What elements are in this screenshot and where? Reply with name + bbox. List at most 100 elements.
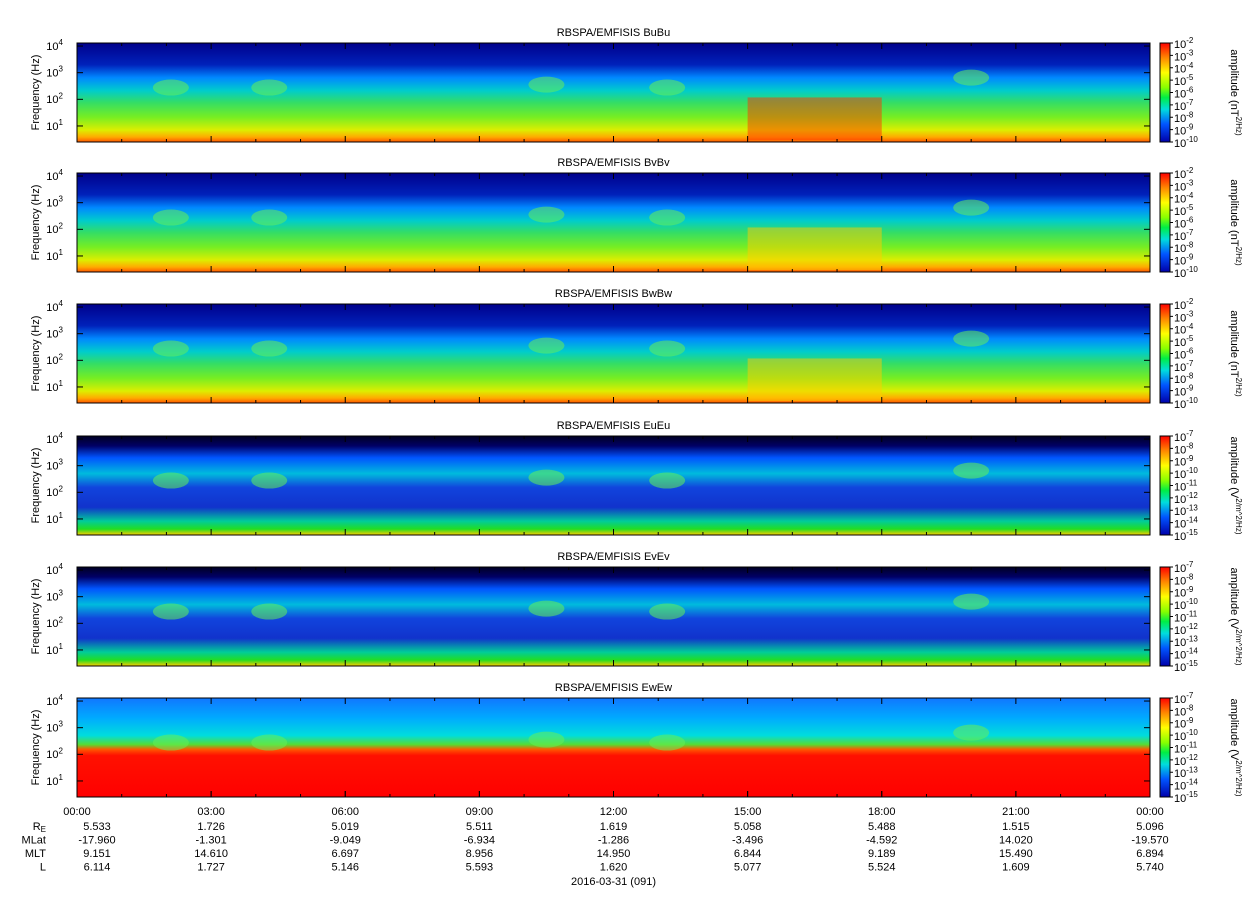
ephemeris-label: RE bbox=[33, 821, 46, 834]
ephemeris-value: 5.019 bbox=[331, 821, 359, 833]
ephemeris-value: 14.950 bbox=[597, 848, 631, 860]
y-tick-label: 103 bbox=[46, 589, 63, 604]
ephemeris-value: 14.610 bbox=[194, 848, 228, 860]
x-tick-label: 18:00 bbox=[868, 806, 896, 818]
y-tick-label: 103 bbox=[46, 326, 63, 341]
emission-feature bbox=[251, 79, 288, 96]
colorbar bbox=[1159, 303, 1171, 404]
panel-title: RBSPA/EMFISIS EuEu bbox=[557, 420, 671, 432]
y-tick-label: 102 bbox=[46, 221, 63, 236]
emission-feature bbox=[528, 76, 565, 93]
y-axis-label: Frequency (Hz) bbox=[30, 185, 42, 261]
emission-feature bbox=[251, 209, 288, 226]
x-tick-label: 06:00 bbox=[331, 806, 359, 818]
y-tick-label: 104 bbox=[46, 431, 63, 446]
spectrogram bbox=[77, 173, 1150, 272]
ephemeris-value: -19.570 bbox=[1131, 834, 1168, 846]
panel-title: RBSPA/EMFISIS EwEw bbox=[555, 682, 672, 694]
panel-title: RBSPA/EMFISIS EvEv bbox=[557, 551, 670, 563]
emission-feature bbox=[251, 603, 288, 620]
colorbar-label: amplitude (V2/m^2/Hz) bbox=[1228, 699, 1243, 797]
ephemeris-value: 1.727 bbox=[197, 861, 225, 873]
emission-feature bbox=[152, 734, 189, 751]
panel-title: RBSPA/EMFISIS BvBv bbox=[557, 157, 670, 169]
panel-title: RBSPA/EMFISIS BuBu bbox=[557, 27, 671, 39]
emission-feature bbox=[953, 462, 990, 479]
emission-feature bbox=[528, 337, 565, 354]
ephemeris-label: L bbox=[40, 861, 46, 873]
ephemeris-value: 5.488 bbox=[868, 821, 896, 833]
emission-feature bbox=[152, 472, 189, 489]
y-tick-label: 101 bbox=[46, 511, 63, 526]
ephemeris-value: 5.524 bbox=[868, 861, 896, 873]
x-tick-label: 09:00 bbox=[466, 806, 494, 818]
x-tick-label: 00:00 bbox=[1136, 806, 1164, 818]
ephemeris-value: 5.146 bbox=[331, 861, 359, 873]
ephemeris-value: 6.114 bbox=[84, 861, 111, 873]
colorbar-label: amplitude (V2/m^2/Hz) bbox=[1228, 437, 1243, 535]
spectrogram bbox=[77, 567, 1150, 666]
y-tick-label: 101 bbox=[46, 642, 63, 657]
colorbar-label: amplitude (nT2/Hz) bbox=[1228, 49, 1243, 136]
ephemeris-value: 1.620 bbox=[600, 861, 628, 873]
y-axis-label: Frequency (Hz) bbox=[30, 710, 42, 786]
colorbar bbox=[1159, 435, 1171, 536]
emission-feature bbox=[152, 209, 189, 226]
ephemeris-value: 9.189 bbox=[868, 848, 896, 860]
colorbar bbox=[1159, 172, 1171, 273]
ephemeris-value: 5.096 bbox=[1136, 821, 1164, 833]
y-tick-label: 103 bbox=[46, 720, 63, 735]
ephemeris-value: 1.619 bbox=[600, 821, 628, 833]
y-tick-label: 103 bbox=[46, 458, 63, 473]
emission-feature bbox=[953, 724, 990, 741]
ephemeris-value: 8.956 bbox=[466, 848, 494, 860]
colorbar-label: amplitude (nT2/Hz) bbox=[1228, 310, 1243, 397]
ephemeris-value: -1.301 bbox=[196, 834, 227, 846]
ephemeris-value: 5.077 bbox=[734, 861, 762, 873]
spectrogram bbox=[77, 436, 1150, 535]
ephemeris-value: -1.286 bbox=[598, 834, 629, 846]
emission-feature bbox=[251, 472, 288, 489]
emission-feature bbox=[953, 593, 990, 610]
ephemeris-value: 1.609 bbox=[1002, 861, 1030, 873]
colorbar-label: amplitude (nT2/Hz) bbox=[1228, 179, 1243, 266]
y-tick-label: 104 bbox=[46, 168, 63, 183]
ephemeris-value: 9.151 bbox=[83, 848, 111, 860]
x-axis-label: 2016-03-31 (091) bbox=[571, 876, 656, 888]
emission-feature bbox=[251, 734, 288, 751]
ephemeris-value: 5.058 bbox=[734, 821, 762, 833]
x-tick-label: 12:00 bbox=[600, 806, 628, 818]
y-tick-label: 102 bbox=[46, 615, 63, 630]
emission-feature bbox=[251, 340, 288, 357]
y-tick-label: 102 bbox=[46, 352, 63, 367]
colorbar bbox=[1159, 697, 1171, 798]
y-tick-label: 103 bbox=[46, 65, 63, 80]
emission-feature bbox=[747, 358, 882, 402]
ephemeris-value: -3.496 bbox=[732, 834, 763, 846]
y-tick-label: 101 bbox=[46, 379, 63, 394]
emission-feature bbox=[152, 340, 189, 357]
ephemeris-value: 6.844 bbox=[734, 848, 762, 860]
x-tick-label: 21:00 bbox=[1002, 806, 1030, 818]
y-tick-label: 102 bbox=[46, 91, 63, 106]
ephemeris-value: 14.020 bbox=[999, 834, 1033, 846]
y-axis-label: Frequency (Hz) bbox=[30, 316, 42, 392]
ephemeris-value: 5.511 bbox=[466, 821, 493, 833]
y-tick-label: 104 bbox=[46, 562, 63, 577]
emission-feature bbox=[747, 97, 882, 141]
ephemeris-label: MLat bbox=[22, 834, 46, 846]
y-tick-label: 104 bbox=[46, 38, 63, 53]
colorbar-tick-label: 10-15 bbox=[1174, 790, 1198, 805]
ephemeris-value: 6.697 bbox=[331, 848, 359, 860]
y-axis-label: Frequency (Hz) bbox=[30, 55, 42, 131]
y-tick-label: 101 bbox=[46, 248, 63, 263]
x-tick-label: 15:00 bbox=[734, 806, 762, 818]
colorbar bbox=[1159, 566, 1171, 667]
x-tick-label: 00:00 bbox=[63, 806, 91, 818]
colorbar-tick-label: 10-10 bbox=[1174, 396, 1198, 411]
y-axis-label: Frequency (Hz) bbox=[30, 448, 42, 524]
colorbar-tick-label: 10-10 bbox=[1174, 265, 1198, 280]
ephemeris-value: 15.490 bbox=[999, 848, 1033, 860]
ephemeris-value: -17.960 bbox=[78, 834, 115, 846]
